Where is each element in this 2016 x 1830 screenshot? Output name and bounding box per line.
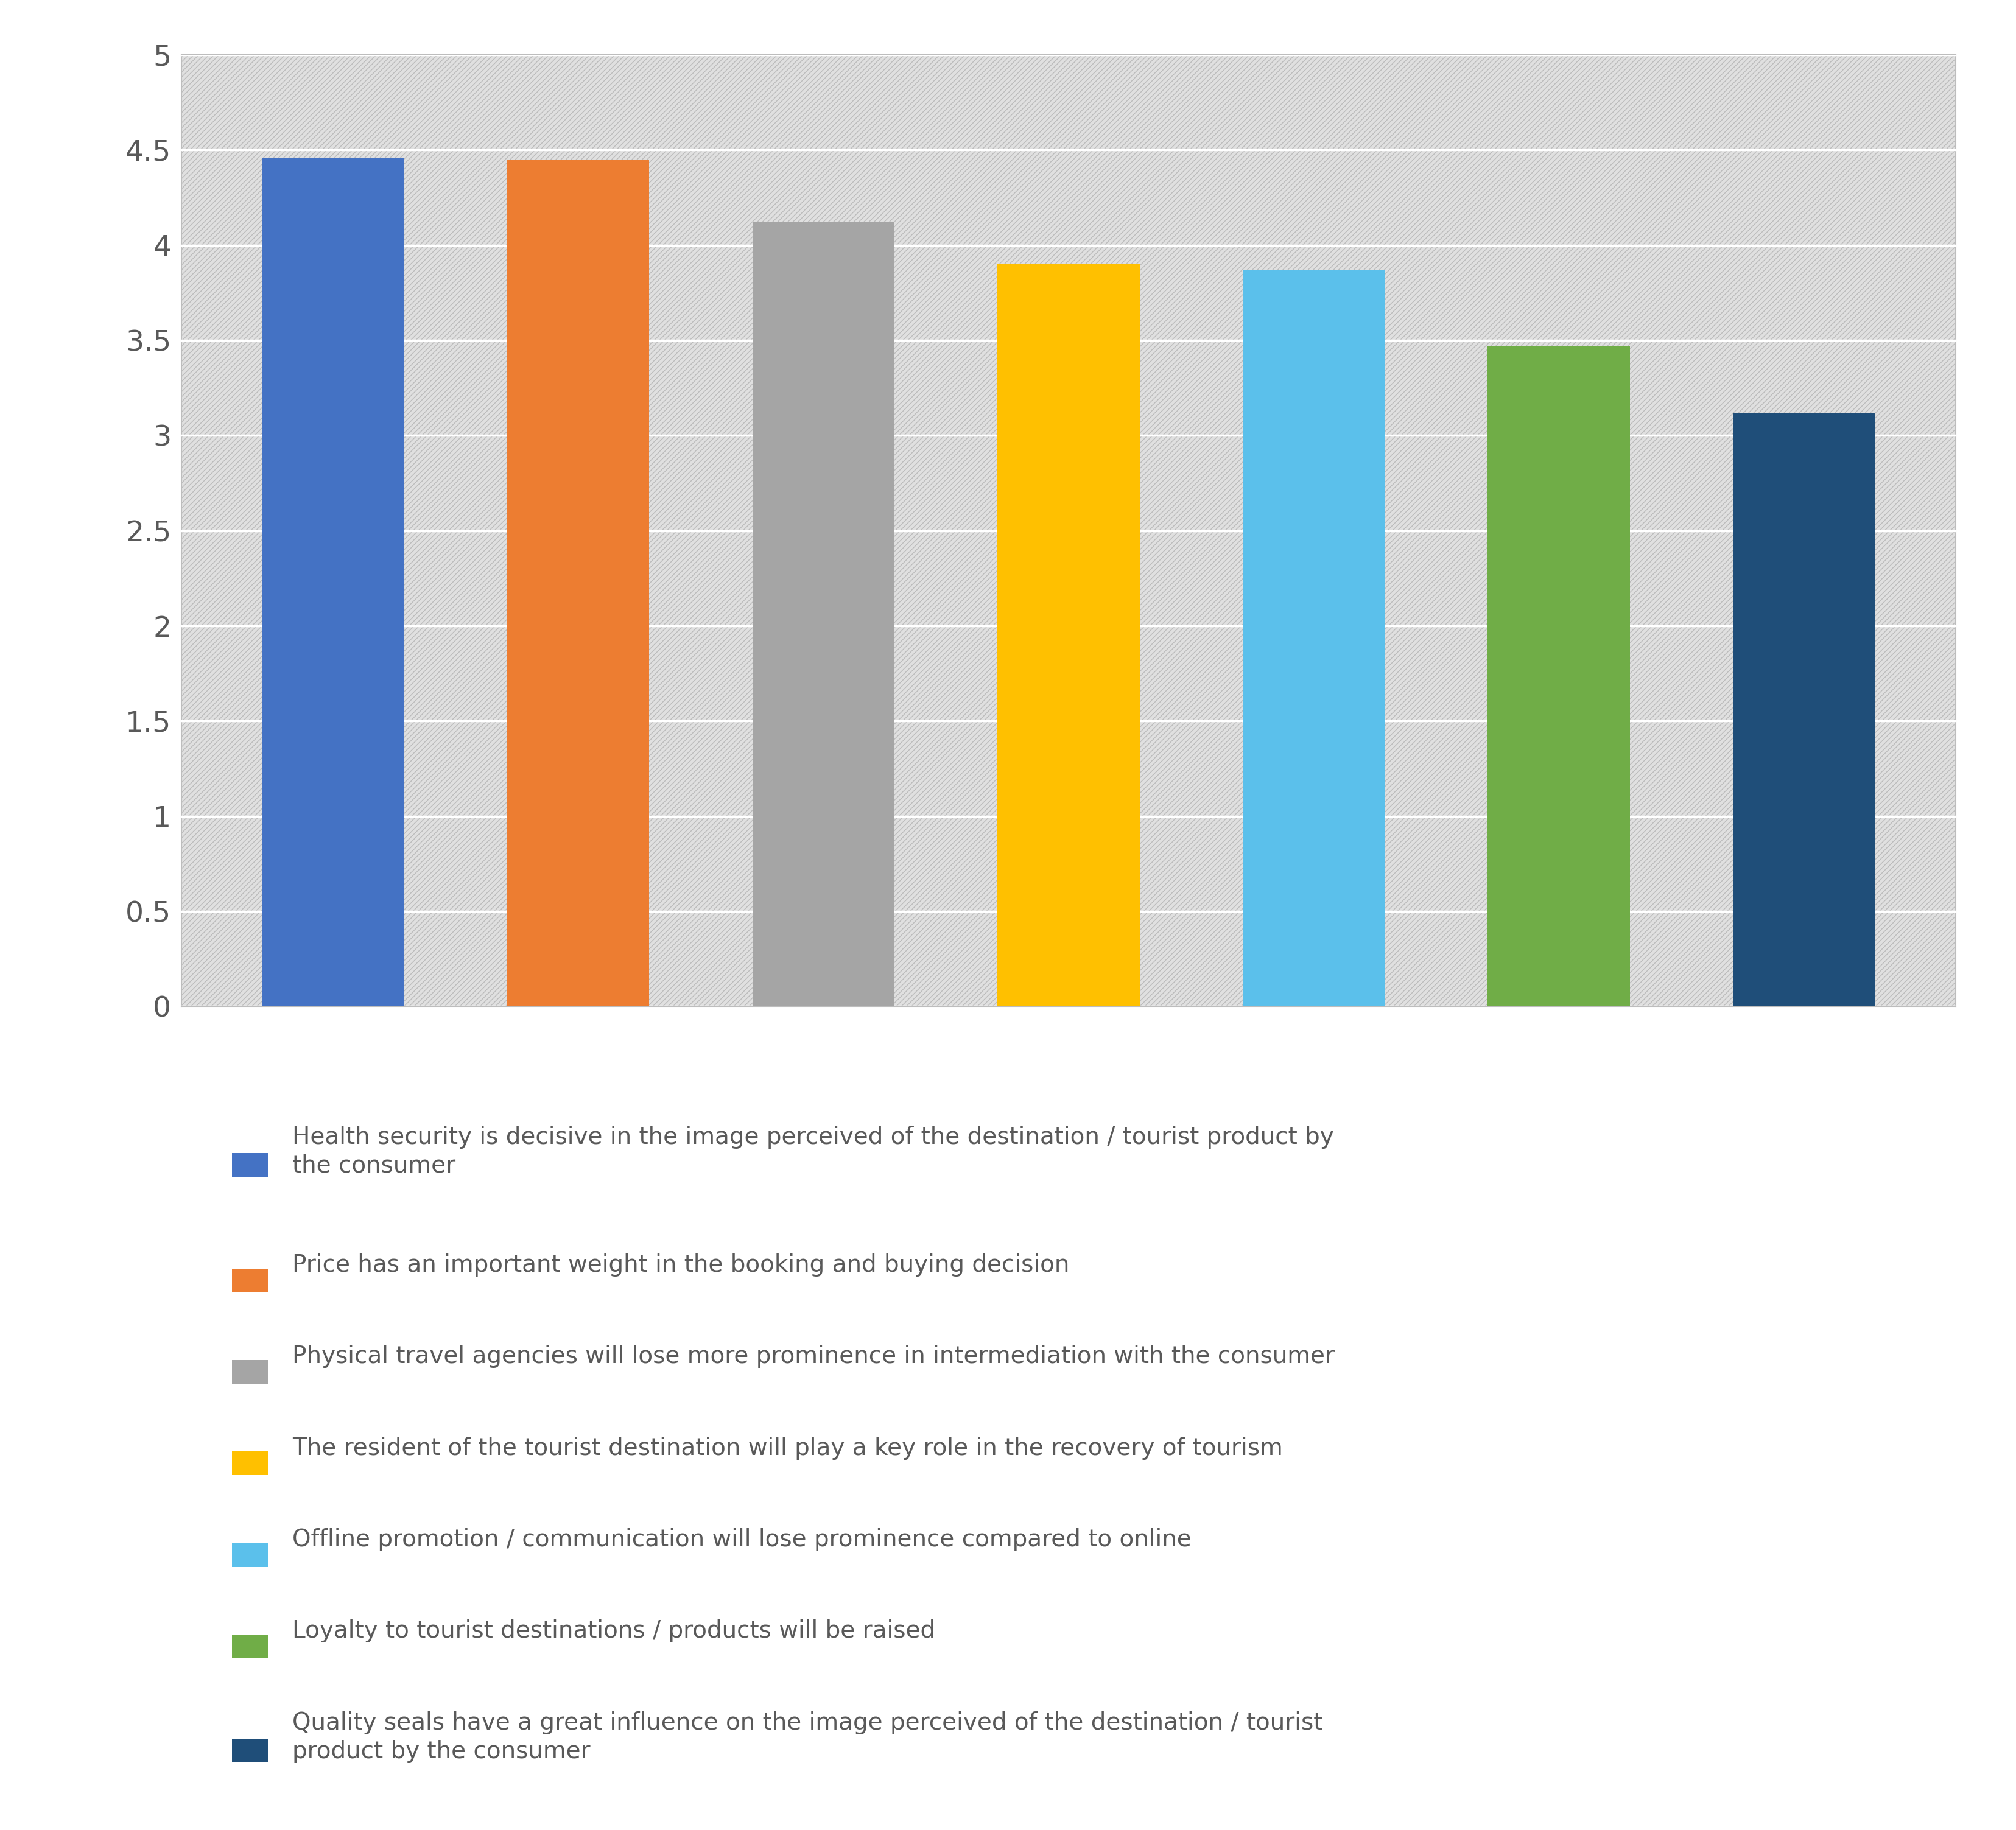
Text: Quality seals have a great influence on the image perceived of the destination /: Quality seals have a great influence on … [292,1711,1322,1762]
Text: Health security is decisive in the image perceived of the destination / tourist : Health security is decisive in the image… [292,1125,1335,1177]
Bar [1242,271,1385,1006]
Text: Physical travel agencies will lose more prominence in intermediation with the co: Physical travel agencies will lose more … [292,1345,1335,1369]
Bar [262,157,405,1007]
Bar [1488,346,1629,1007]
Text: The resident of the tourist destination will play a key role in the recovery of : The resident of the tourist destination … [292,1437,1282,1460]
Text: Offline promotion / communication will lose prominence compared to online: Offline promotion / communication will l… [292,1528,1191,1552]
Bar [752,223,895,1007]
Bar [508,159,649,1007]
Bar [998,264,1139,1007]
Text: Loyalty to tourist destinations / products will be raised: Loyalty to tourist destinations / produc… [292,1620,935,1643]
Text: Price has an important weight in the booking and buying decision: Price has an important weight in the boo… [292,1254,1068,1277]
Bar [1732,414,1875,1007]
Bar [181,55,1956,1007]
